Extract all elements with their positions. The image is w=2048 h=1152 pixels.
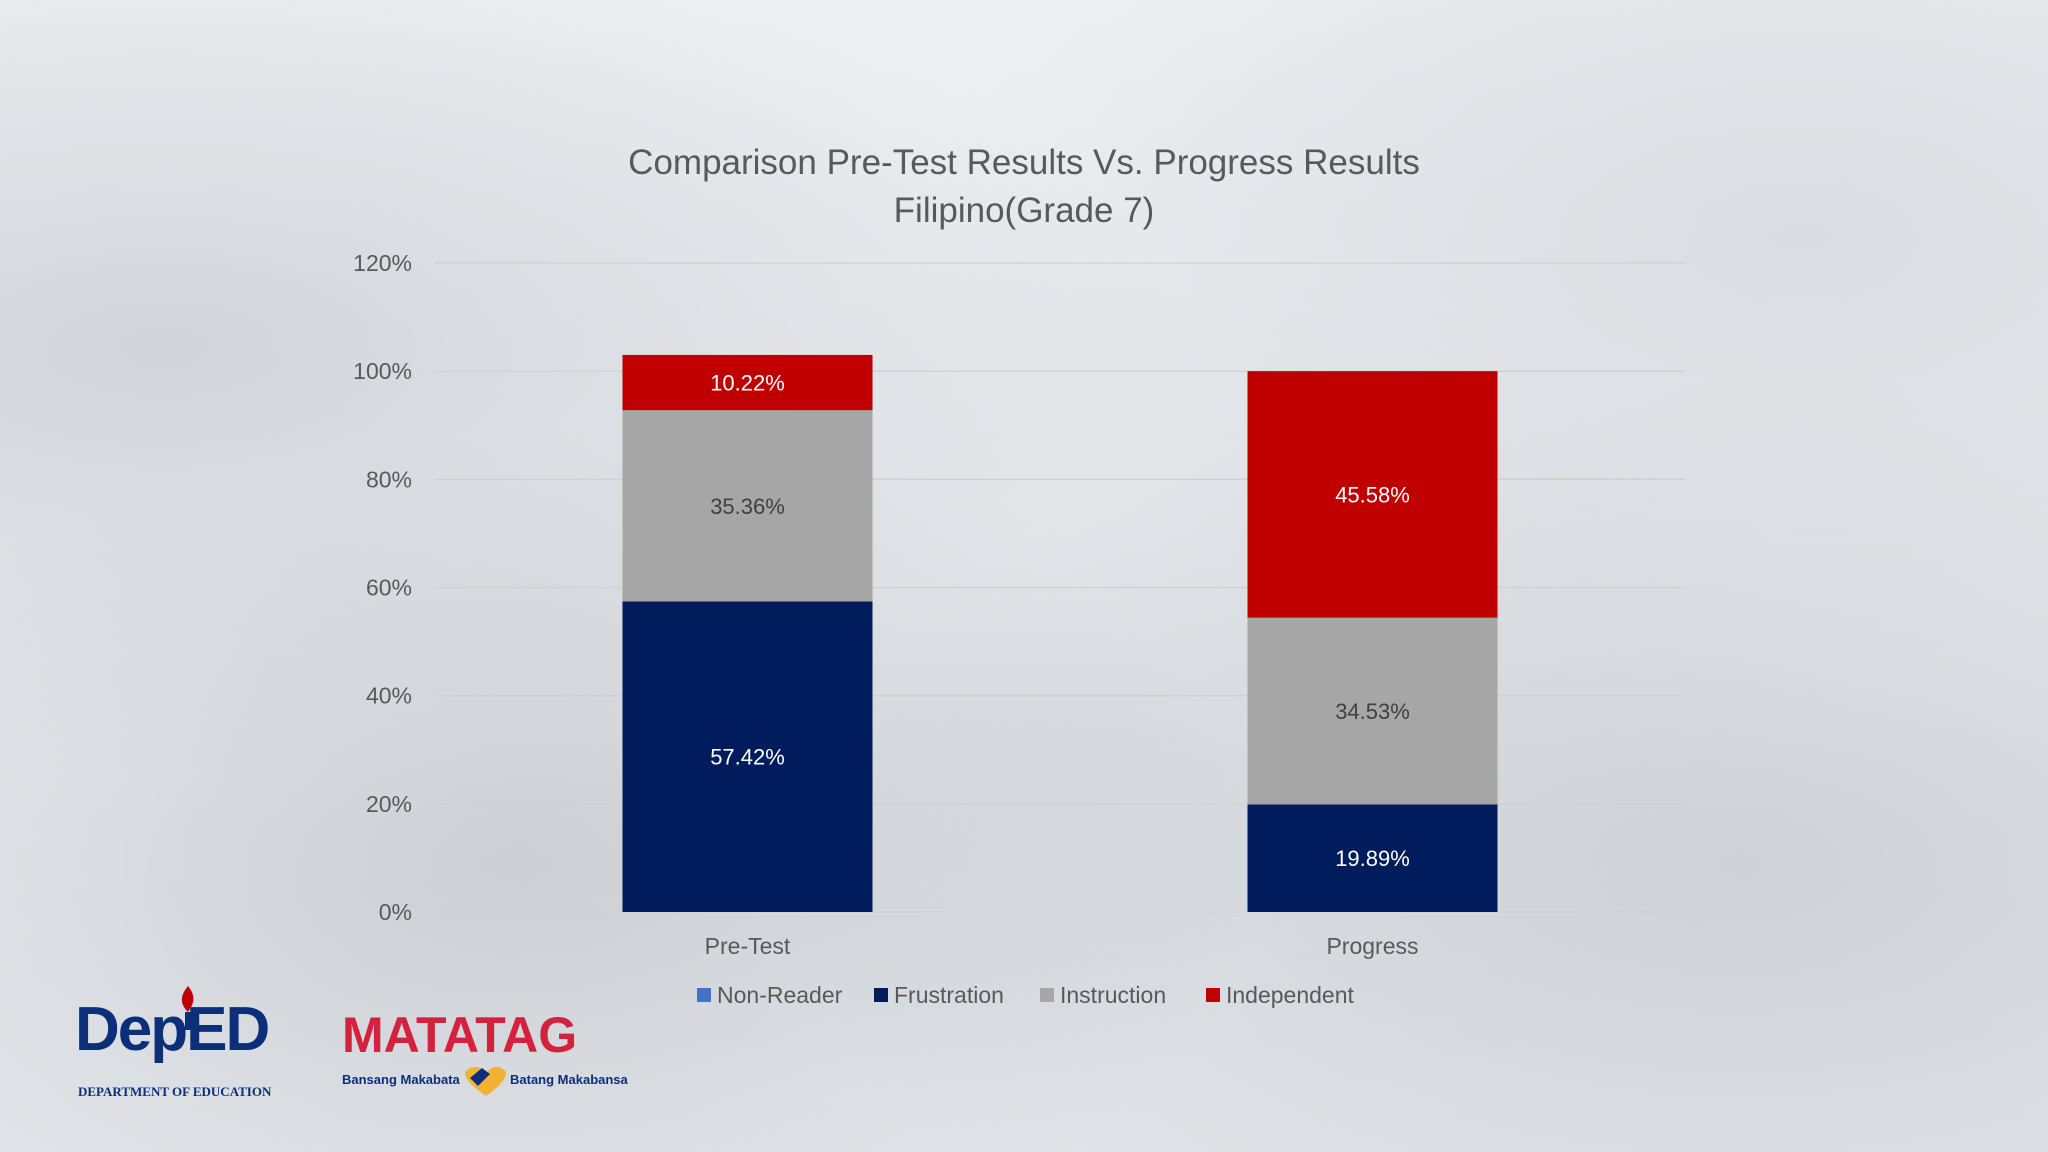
bar-segment [622,354,873,411]
data-label: 34.53% [1335,699,1410,724]
data-label: 57.42% [710,745,785,770]
legend: Non-Reader Frustration Instruction Independ… [697,982,1355,1008]
deped-logo-text: DepED [75,995,268,1064]
chart-title: Comparison Pre-Test Results Vs. Progress… [628,143,1420,182]
data-label: 10.22% [710,371,785,396]
legend-swatch [1206,988,1220,1002]
legend-label: Frustration [894,982,1004,1008]
logos-svg: DepED DEPARTMENT OF EDUCATION MATATAG Ba… [75,986,629,1099]
legend-swatch [1040,988,1054,1002]
y-tick-label: 40% [366,683,412,709]
y-tick-label: 20% [366,791,412,817]
bar-segment [622,410,873,602]
x-tick-label: Pre-Test [705,933,791,959]
bar-segment [1247,804,1498,912]
legend-swatch [697,988,711,1002]
torch-flame-icon [181,986,194,1012]
bars: 57.42% 35.36% 10.22% 19.89% 34.53% 45.58% [622,354,1498,912]
legend-swatch [874,988,888,1002]
y-axis-ticks: 0% 20% 40% 60% 80% 100% 120% [353,250,412,925]
y-tick-label: 0% [379,899,412,925]
torch-handle-icon [185,1012,191,1030]
bar-segment [622,601,873,912]
y-tick-label: 100% [353,358,412,384]
bar-segment [1247,617,1498,805]
legend-label: Independent [1226,982,1355,1008]
deped-logo-subtext: DEPARTMENT OF EDUCATION [78,1084,272,1099]
legend-label: Instruction [1060,982,1166,1008]
matatag-logo-text: MATATAG [342,1007,577,1063]
legend-label: Non-Reader [717,982,843,1008]
matatag-logo: MATATAG Bansang Makabata Batang Makabans… [342,1007,629,1096]
data-label: 19.89% [1335,846,1410,871]
y-tick-label: 60% [366,575,412,601]
data-label: 35.36% [710,494,785,519]
y-tick-label: 120% [353,250,412,276]
y-tick-label: 80% [366,466,412,492]
matatag-tagline-left: Bansang Makabata [342,1072,461,1087]
chart-subtitle: Filipino(Grade 7) [894,191,1155,230]
x-tick-label: Progress [1326,933,1418,959]
bar-segment [1247,371,1498,618]
hand-icon [470,1068,490,1086]
data-label: 45.58% [1335,482,1410,507]
x-axis-ticks: Pre-Test Progress [705,933,1419,959]
logo-area: DepED DEPARTMENT OF EDUCATION MATATAG Ba… [70,980,630,1110]
matatag-tagline-right: Batang Makabansa [510,1072,629,1087]
deped-logo: DepED DEPARTMENT OF EDUCATION [75,986,272,1099]
